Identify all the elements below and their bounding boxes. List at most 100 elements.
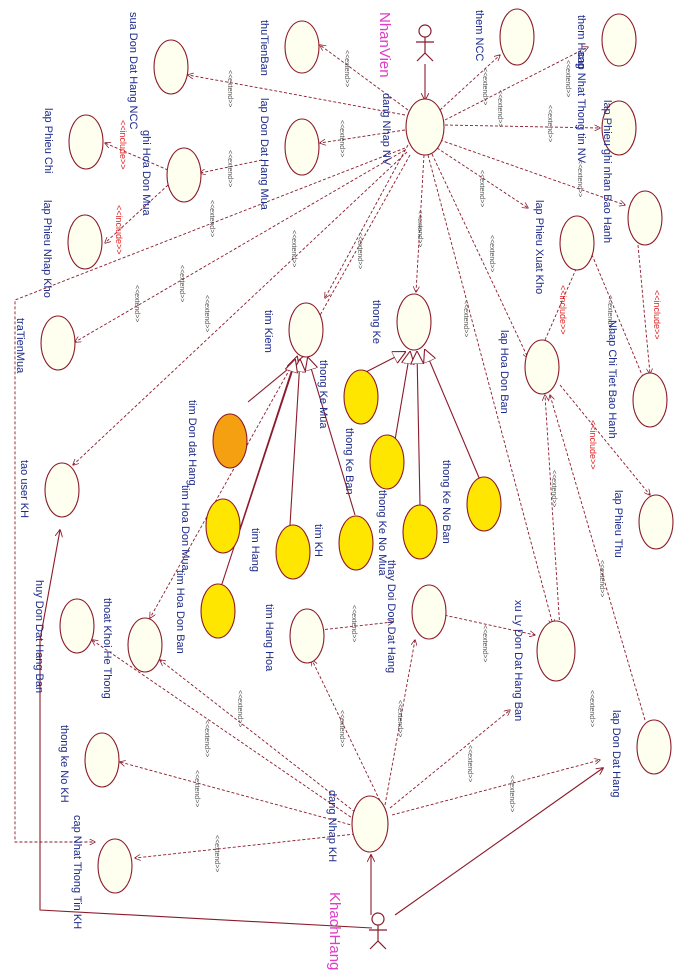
label-thay-doi-don-dat-hang: thay Doi Don Dat Hang bbox=[385, 560, 397, 673]
label-thong-ke-no-mua: thong Ke No Mua bbox=[376, 490, 388, 576]
uc-tao-user-kh[interactable] bbox=[44, 462, 80, 518]
svg-text:<<extend>>: <<extend>> bbox=[356, 232, 363, 269]
label-thong-ke-no-kh: thong ke No KH bbox=[58, 725, 70, 803]
svg-text:<<extend>>: <<extend>> bbox=[496, 90, 503, 127]
svg-text:<<extend>>: <<extend>> bbox=[208, 200, 215, 237]
uc-sua-don-dat-hang-ncc[interactable] bbox=[153, 39, 189, 95]
label-tim-don-dat-hang: tim Don dat Hang bbox=[186, 400, 198, 486]
uc-nhap-chi-tiet-bao-hanh[interactable] bbox=[632, 372, 668, 428]
label-thong-ke: thong Ke bbox=[370, 300, 382, 344]
uc-cap-nhat-thong-tin-nv[interactable] bbox=[601, 100, 637, 156]
use-case-labels: dang Nhap NV dang Nhap KH them Hang them… bbox=[14, 10, 624, 929]
uc-lap-phieu-xuat-kho[interactable] bbox=[559, 215, 595, 271]
label-tim-hoa-don-mua: tim Hoa Don Mua bbox=[179, 485, 191, 571]
label-lap-phieu-xuat-kho: lap Phieu Xuat Kho bbox=[533, 200, 545, 294]
use-cases bbox=[40, 8, 674, 894]
label-ghi-hoa-don-mua: ghi Hoa Don Mua bbox=[140, 130, 152, 216]
uc-lap-phieu-chi[interactable] bbox=[68, 114, 104, 170]
svg-text:<<include>>: <<include>> bbox=[118, 120, 128, 170]
actor-khachhang[interactable] bbox=[369, 912, 387, 950]
actor-khachhang-label: KhachHang bbox=[326, 892, 343, 970]
uc-lap-phieu-nhap-kho[interactable] bbox=[67, 214, 103, 270]
label-lap-phieu-thu: lap Phieu Thu bbox=[612, 490, 624, 558]
label-tra-tien-mua: traTienMua bbox=[14, 318, 26, 374]
svg-text:<<include>>: <<include>> bbox=[114, 205, 124, 255]
svg-text:<<include>>: <<include>> bbox=[558, 285, 568, 335]
uc-tra-tien-mua[interactable] bbox=[40, 315, 76, 371]
label-lap-don-dat-hang: lap Don Dat Hang bbox=[610, 710, 622, 797]
uc-dang-nhap-nv[interactable] bbox=[405, 98, 445, 156]
uc-tim-kiem[interactable] bbox=[288, 302, 324, 358]
uc-huy-don-dat-hang-ban[interactable] bbox=[59, 598, 95, 654]
uc-them-ncc[interactable] bbox=[499, 8, 535, 66]
label-dang-nhap-kh: dang Nhap KH bbox=[326, 790, 338, 862]
uc-ghi-hoa-don-mua[interactable] bbox=[166, 147, 202, 203]
svg-text:<<extend>>: <<extend>> bbox=[478, 170, 485, 207]
label-xu-ly-don-dat-hang-ban: xu Ly Don Dat Hang Ban bbox=[512, 600, 524, 721]
uc-xu-ly-don-dat-hang-ban[interactable] bbox=[536, 620, 576, 682]
uc-thong-ke-no-mua[interactable] bbox=[402, 504, 438, 560]
uc-thong-ke[interactable] bbox=[396, 293, 432, 351]
associations bbox=[39, 64, 603, 929]
svg-text:<<extend>>: <<extend>> bbox=[203, 720, 210, 757]
generalizations bbox=[219, 350, 481, 591]
uc-tim-hang-hoa[interactable] bbox=[289, 608, 325, 664]
label-lap-hoa-don-ban: lap Hoa Don Ban bbox=[498, 330, 510, 414]
actor-nhanvien-label: NhanVien bbox=[376, 12, 393, 78]
label-cap-nhat-thong-tin-nv: cap Nhat Thong tin NV bbox=[575, 52, 587, 164]
svg-text:<<extend>>: <<extend>> bbox=[226, 150, 233, 187]
label-tim-hang: tim Hang bbox=[249, 528, 261, 572]
svg-text:<<extend>>: <<extend>> bbox=[598, 560, 605, 597]
svg-text:<<extend>>: <<extend>> bbox=[133, 285, 140, 322]
label-thong-ke-no-ban: thong Ke No Ban bbox=[440, 460, 452, 544]
stereotype-tags: <<extend>> <<extend>> <<extend>> <<exten… bbox=[114, 50, 662, 872]
svg-text:<<extend>>: <<extend>> bbox=[290, 230, 297, 267]
uc-tim-hoa-don-mua[interactable] bbox=[205, 498, 241, 554]
uc-lap-hoa-don-ban[interactable] bbox=[524, 339, 560, 395]
svg-text:<<extend>>: <<extend>> bbox=[462, 300, 469, 337]
svg-text:<<include>>: <<include>> bbox=[652, 290, 662, 340]
svg-text:<<extend>>: <<extend>> bbox=[350, 605, 357, 642]
svg-text:<<extend>>: <<extend>> bbox=[396, 700, 403, 737]
svg-text:<<extend>>: <<extend>> bbox=[193, 770, 200, 807]
uc-tim-hoa-don-ban[interactable] bbox=[200, 583, 236, 639]
svg-text:<<include>>: <<include>> bbox=[588, 420, 598, 470]
svg-text:<<extend>>: <<extend>> bbox=[343, 50, 350, 87]
extends-other bbox=[105, 143, 650, 721]
label-lap-phieu-nhap-kho: lap Phieu Nhap Kho bbox=[41, 200, 53, 298]
uc-lap-don-dat-hang-mua[interactable] bbox=[284, 118, 320, 176]
uc-lap-don-dat-hang[interactable] bbox=[636, 719, 672, 775]
svg-text:<<extend>>: <<extend>> bbox=[338, 120, 345, 157]
svg-text:<<extend>>: <<extend>> bbox=[481, 625, 488, 662]
svg-text:<<extend>>: <<extend>> bbox=[546, 105, 553, 142]
svg-text:<<extend>>: <<extend>> bbox=[213, 835, 220, 872]
uc-cap-nhat-thong-tin-kh[interactable] bbox=[97, 838, 133, 894]
uc-dang-nhap-kh[interactable] bbox=[351, 795, 389, 853]
uc-thay-doi-don-dat-hang[interactable] bbox=[411, 584, 447, 640]
uc-thong-ke-ban[interactable] bbox=[369, 434, 405, 490]
svg-text:<<extend>>: <<extend>> bbox=[564, 60, 571, 97]
uc-tim-kh[interactable] bbox=[338, 515, 374, 571]
label-tim-hang-hoa: tim Hang Hoa bbox=[263, 604, 275, 672]
uc-tim-don-dat-hang[interactable] bbox=[212, 413, 248, 469]
uc-thong-ke-no-ban[interactable] bbox=[466, 476, 502, 532]
svg-text:<<extend>>: <<extend>> bbox=[203, 295, 210, 332]
svg-text:<<extend>>: <<extend>> bbox=[588, 690, 595, 727]
svg-text:<<extend>>: <<extend>> bbox=[338, 710, 345, 747]
uc-lap-phieu-ghi-nhan-bao-hanh[interactable] bbox=[627, 190, 663, 246]
uc-thong-ke-no-kh[interactable] bbox=[84, 732, 120, 788]
uc-them-hang[interactable] bbox=[601, 13, 637, 67]
uc-thu-tien-ban[interactable] bbox=[284, 20, 320, 74]
label-them-ncc: them NCC bbox=[473, 10, 485, 61]
label-lap-phieu-chi: lap Phieu Chi bbox=[42, 108, 54, 173]
uc-tim-hang[interactable] bbox=[275, 524, 311, 580]
label-them-hang: them Hang bbox=[575, 15, 587, 69]
extends-dangnhapkh bbox=[92, 640, 600, 858]
svg-text:<<extend>>: <<extend>> bbox=[226, 70, 233, 107]
actor-nhanvien[interactable] bbox=[416, 24, 434, 62]
label-thoat-khoi-he-thong: thoat Khoi He Thong bbox=[101, 598, 113, 699]
label-tim-kiem: tim Kiem bbox=[262, 310, 274, 353]
uc-lap-phieu-thu[interactable] bbox=[638, 494, 674, 550]
uc-thong-ke-mua[interactable] bbox=[343, 369, 379, 425]
uc-thoat-khoi-he-thong[interactable] bbox=[127, 617, 163, 673]
